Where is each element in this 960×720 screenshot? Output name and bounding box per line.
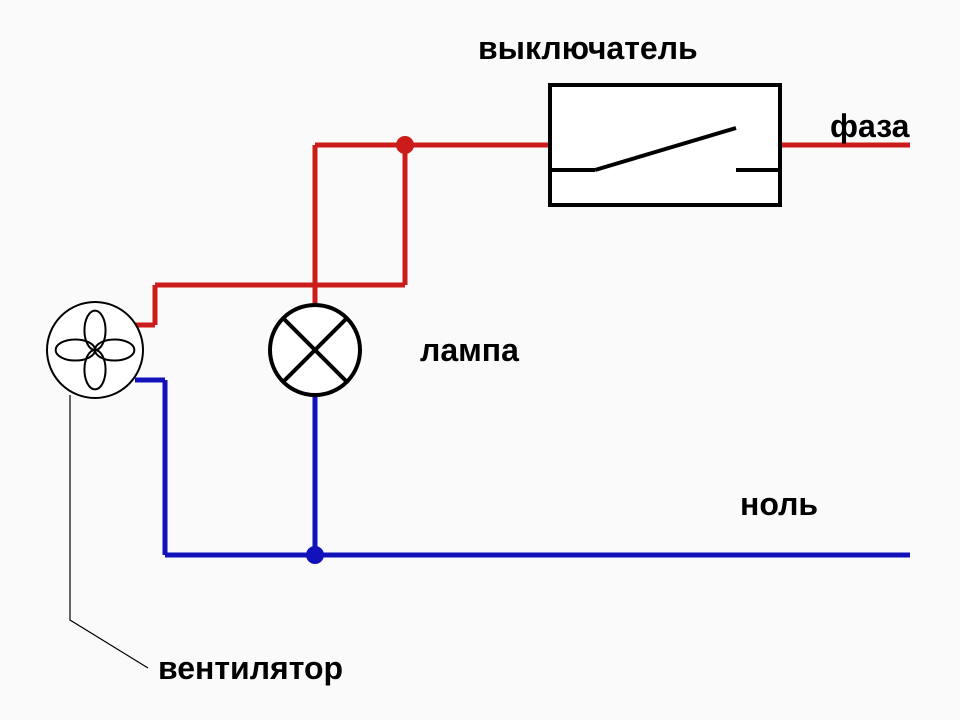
fan-label: вентилятор (158, 650, 343, 687)
lamp-label: лампа (420, 332, 519, 369)
diagram-stage: выключатель фаза лампа ноль вентилятор (0, 0, 960, 720)
switch-label: выключатель (478, 30, 698, 67)
neutral-label: ноль (740, 486, 818, 523)
fan-callout-line (70, 395, 148, 668)
switch-symbol-box (550, 85, 780, 205)
neutral-junction-node (306, 546, 324, 564)
phase-label: фаза (830, 108, 909, 145)
phase-junction-node (396, 136, 414, 154)
